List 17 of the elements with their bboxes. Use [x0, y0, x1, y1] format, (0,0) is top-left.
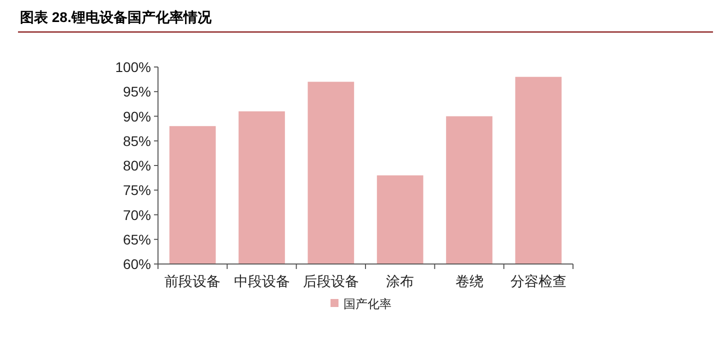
y-tick-label: 70% — [122, 206, 151, 223]
x-tick-label: 卷绕 — [455, 274, 484, 290]
y-tick-label: 65% — [122, 231, 151, 248]
chart-title: 图表 28.锂电设备国产化率情况 — [20, 9, 212, 25]
y-tick-label: 80% — [122, 158, 151, 174]
y-tick-label: 95% — [122, 84, 151, 100]
x-tick-label: 中段设备 — [234, 274, 290, 290]
y-tick-label: 85% — [122, 132, 151, 149]
y-tick-label: 90% — [122, 108, 151, 124]
y-tick-label: 60% — [122, 256, 151, 272]
y-tick-label: 75% — [122, 182, 151, 198]
x-tick-label: 前段设备 — [164, 274, 221, 290]
y-tick-label: 100% — [115, 59, 151, 75]
x-tick-label: 涂布 — [386, 274, 414, 290]
x-tick-label: 后段设备 — [302, 274, 359, 290]
x-tick-label: 分容检查 — [510, 274, 566, 290]
legend-label: 国产化率 — [344, 297, 392, 311]
